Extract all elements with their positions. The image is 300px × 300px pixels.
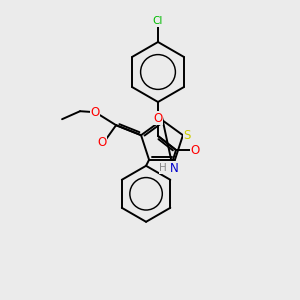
Text: S: S: [183, 129, 190, 142]
Text: O: O: [91, 106, 100, 119]
Text: N: N: [169, 161, 178, 175]
Text: O: O: [153, 112, 163, 124]
Text: H: H: [159, 163, 167, 173]
Text: O: O: [98, 136, 107, 149]
Text: Cl: Cl: [153, 16, 163, 26]
Text: O: O: [190, 143, 200, 157]
